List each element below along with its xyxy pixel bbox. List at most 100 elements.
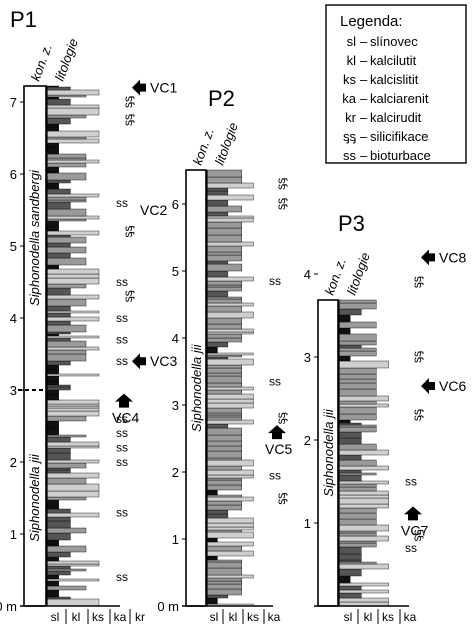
bed (338, 299, 377, 304)
bed (206, 545, 242, 552)
silicification-mark: ᶊᶊ (121, 226, 135, 238)
legend-row: ka – kalciarenit (342, 91, 429, 106)
bed (46, 138, 100, 144)
bed (46, 170, 59, 174)
bed (46, 407, 100, 412)
bed (206, 393, 254, 400)
bed (206, 561, 242, 569)
bed (206, 529, 242, 533)
bed (338, 388, 377, 397)
bed (338, 518, 377, 526)
zone-name: Siphonodella jii (27, 453, 42, 542)
bed (206, 574, 254, 579)
bioturbation-mark: ss (116, 311, 128, 325)
bed (206, 402, 254, 409)
legend-code: ks (343, 72, 357, 87)
bioturbation-mark: ss (269, 274, 281, 288)
bioturbation-mark: ss (116, 426, 128, 440)
bed (206, 583, 242, 590)
bed (338, 494, 389, 499)
bed (206, 187, 229, 192)
bed (206, 323, 242, 330)
bed (46, 452, 71, 461)
bed (206, 333, 242, 339)
bed (206, 286, 242, 292)
bioturbation-mark: ss (116, 455, 128, 469)
bed (46, 403, 100, 407)
bed (206, 205, 242, 213)
bed (338, 406, 377, 415)
bed (46, 556, 59, 562)
bed (206, 356, 229, 360)
bed (206, 588, 242, 596)
bed (338, 474, 362, 482)
bed (338, 395, 389, 402)
bed (46, 153, 87, 159)
bed (206, 416, 242, 421)
bed (46, 384, 71, 388)
bed (338, 360, 389, 369)
silicification-mark: ᶊᶊ (410, 351, 424, 363)
bed (46, 136, 87, 140)
scale-tick-label: 0 m (157, 599, 179, 614)
bed (46, 179, 71, 184)
bed (46, 596, 71, 600)
bed (338, 546, 362, 555)
bed (206, 474, 254, 479)
bed (46, 104, 100, 109)
bed (206, 372, 242, 377)
bed (46, 305, 71, 312)
bed (46, 130, 100, 138)
bed (338, 480, 389, 485)
bed (338, 347, 377, 352)
legend-dash: – (360, 34, 368, 49)
bed (338, 333, 377, 342)
bed (46, 570, 71, 576)
bed (46, 459, 100, 464)
bed (46, 107, 100, 116)
bed (206, 302, 254, 307)
bioturbation-mark: ss (405, 475, 417, 489)
bed (206, 412, 242, 416)
bioturbation-mark: ss (405, 541, 417, 555)
bed (46, 563, 100, 567)
sample-arrow-icon (268, 425, 286, 440)
sample-label: VC7 (401, 522, 428, 538)
legend-label: kalciarenit (370, 91, 429, 106)
bed (46, 236, 87, 244)
bed (206, 331, 254, 335)
zone-name: Siphonodella jii (321, 408, 336, 497)
bed (46, 508, 71, 514)
legend-code: sl (347, 34, 357, 49)
bed (206, 341, 229, 348)
bed (206, 513, 229, 519)
bed (338, 403, 389, 408)
legend-dash: – (360, 129, 368, 144)
bed (46, 368, 59, 375)
legend-label: kalcirudit (370, 110, 422, 125)
lithology-column-header: litologie (212, 120, 241, 167)
lithology-code: ks (382, 610, 394, 624)
bed (46, 331, 71, 335)
bed (46, 445, 100, 449)
legend-label: silicifikace (370, 129, 429, 144)
bed (338, 585, 362, 591)
bed (46, 199, 87, 203)
sample-label: VC1 (150, 80, 177, 96)
bioturbation-mark: ss (116, 354, 128, 368)
bed (206, 358, 254, 366)
bed (206, 182, 254, 189)
bed (206, 459, 254, 467)
bed (206, 597, 218, 605)
bed (206, 496, 254, 502)
bed (338, 553, 362, 561)
bed (206, 423, 229, 429)
bed (46, 123, 59, 128)
bed (206, 450, 242, 459)
scale-tick-label: 4 (172, 331, 179, 346)
bioturbation-mark: ss (269, 375, 281, 389)
bed (338, 589, 389, 594)
lithology-code: ka (268, 610, 281, 624)
bed (46, 543, 59, 547)
